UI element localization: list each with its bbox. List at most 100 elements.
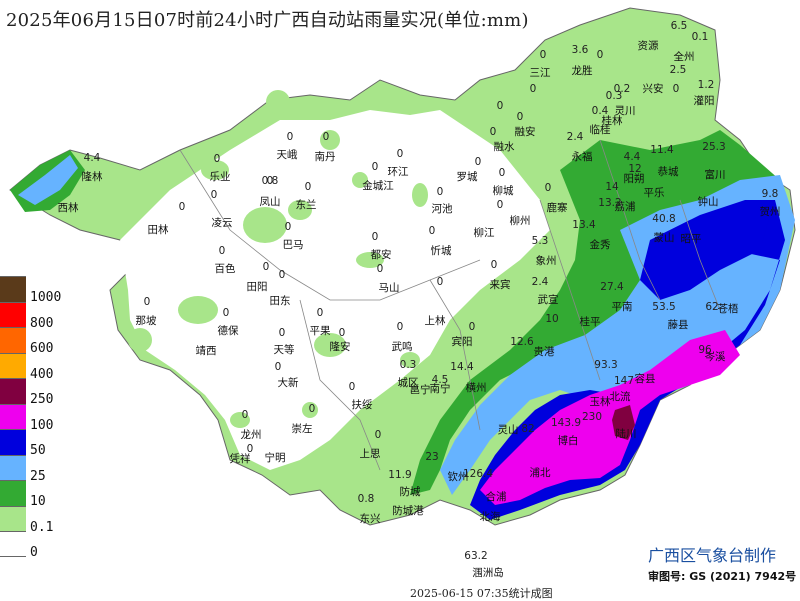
place-label: 钦州 [448, 471, 469, 483]
rainfall-value: 0 [517, 111, 524, 123]
legend-swatch [0, 327, 26, 353]
rainfall-value: 0 [437, 276, 444, 288]
rainfall-value: 0 [545, 182, 552, 194]
place-label: 马山 [379, 282, 400, 294]
legend-swatch [0, 531, 26, 557]
rainfall-value: 0 [263, 261, 270, 273]
place-label: 东兰 [296, 198, 317, 211]
place-label: 凭祥 [230, 452, 251, 465]
rainfall-value: 0 [475, 156, 482, 168]
rainfall-value: 53.5 [652, 301, 675, 313]
legend-swatch [0, 403, 26, 429]
legend-label: 0.1 [30, 519, 54, 535]
rainfall-value: 0 [397, 321, 404, 333]
rainfall-value: 0 [287, 131, 294, 143]
place-label: 合浦 [486, 490, 507, 503]
legend: 1000 800 600 400 250 100 50 25 10 0.1 0 [0, 276, 61, 560]
rainfall-value: 1.2 [698, 79, 715, 91]
legend-swatch [0, 505, 26, 531]
rainfall-value: 0 [377, 263, 384, 275]
place-label: 金城江 [362, 179, 394, 192]
place-label: 大新 [278, 376, 299, 389]
torrential-100-250 [480, 330, 740, 505]
rainfall-value: 40.8 [652, 213, 675, 225]
rainfall-value: 2.4 [567, 131, 584, 143]
rainfall-value: 0 [597, 49, 604, 61]
rainfall-value: 12 [628, 163, 641, 175]
rainfall-value: 0 [372, 231, 379, 243]
place-label: 灌阳 [694, 95, 715, 107]
rainfall-value: 0 [497, 100, 504, 112]
rainfall-value: 0 [437, 186, 444, 198]
rainfall-value: 0 [323, 131, 330, 143]
rainfall-value: 12.6 [510, 336, 534, 348]
place-label: 河池 [432, 202, 453, 215]
rainfall-value: 147 [614, 375, 634, 387]
rainfall-value: 11.4 [650, 144, 674, 156]
legend-swatch [0, 454, 26, 480]
rainfall-value: 11.9 [388, 469, 411, 481]
legend-label: 25 [30, 468, 46, 484]
rainfall-value: 4.5 [432, 374, 449, 386]
place-label: 玉林 [590, 395, 611, 408]
place-label: 东兴 [360, 512, 381, 525]
place-label: 邕宁 [410, 383, 431, 396]
place-label: 富川 [705, 168, 726, 181]
place-label: 武宣 [538, 293, 559, 306]
place-label: 凌云 [212, 216, 233, 229]
no-rain-area [120, 110, 550, 470]
rainfall-value: 5.3 [532, 235, 549, 247]
rainfall-value: 0.2 [614, 83, 631, 95]
place-label: 桂林 [602, 114, 623, 127]
rainfall-value: 0 [223, 307, 230, 319]
place-label: 上思 [360, 448, 381, 460]
rainfall-value: 13.4 [572, 219, 596, 231]
rainfall-value: 93.3 [594, 359, 617, 371]
rainfall-value: 230 [582, 411, 602, 423]
rainfall-value: 2.4 [532, 276, 549, 288]
legend-swatch [0, 276, 26, 302]
legend-label: 0 [30, 545, 38, 560]
legend-label: 10 [30, 494, 46, 509]
rainfall-value: 0 [673, 83, 680, 95]
rainfall-value: 23 [425, 451, 438, 463]
place-label: 天等 [274, 343, 295, 356]
rainfall-value: 10 [545, 313, 558, 325]
place-label: 横州 [466, 381, 487, 394]
extreme-250 [612, 405, 635, 440]
rainfall-value: 13.2 [598, 197, 621, 209]
place-label: 武鸣 [392, 340, 413, 353]
rainfall-value: 4.4 [624, 151, 641, 163]
rainfall-value: 14 [605, 181, 619, 193]
producer-label: 广西区气象台制作 [648, 546, 777, 565]
rainfall-value: 0 [285, 221, 292, 233]
rainfall-value: 0 [309, 403, 316, 415]
rainfall-value: 0 [339, 327, 346, 339]
place-label: 凤山 [260, 196, 281, 208]
rainfall-value: 0.3 [400, 359, 417, 371]
rainfall-value: 0 [219, 245, 226, 257]
place-label: 扶绥 [352, 398, 373, 411]
place-label: 北海 [480, 510, 501, 523]
rainfall-value: 0 [279, 327, 286, 339]
legend-swatch [0, 480, 26, 506]
place-label: 临桂 [590, 123, 611, 136]
place-label: 藤县 [668, 319, 689, 331]
place-label: 兴安 [643, 82, 664, 95]
rainfall-value: 0 [305, 181, 312, 193]
place-label: 涠洲岛 [472, 566, 504, 579]
place-label: 容县 [635, 372, 656, 385]
legend-swatch [0, 301, 26, 327]
rainfall-value: 0 [540, 49, 547, 61]
place-label: 贺州 [760, 206, 781, 218]
rainfall-value: 0.8 [358, 493, 375, 505]
legend-swatch [0, 378, 26, 404]
rainfall-value: 0 [279, 269, 286, 281]
rainfall-value: 0 [267, 175, 274, 187]
rainfall-value: 0 [530, 83, 537, 95]
place-label: 博白 [558, 434, 579, 447]
footer-timestamp: 2025-06-15 07:35统计成图 [410, 587, 553, 600]
rainfall-value: 0 [497, 199, 504, 211]
place-label: 罗城 [457, 171, 478, 183]
rainfall-value: 0 [490, 126, 497, 138]
